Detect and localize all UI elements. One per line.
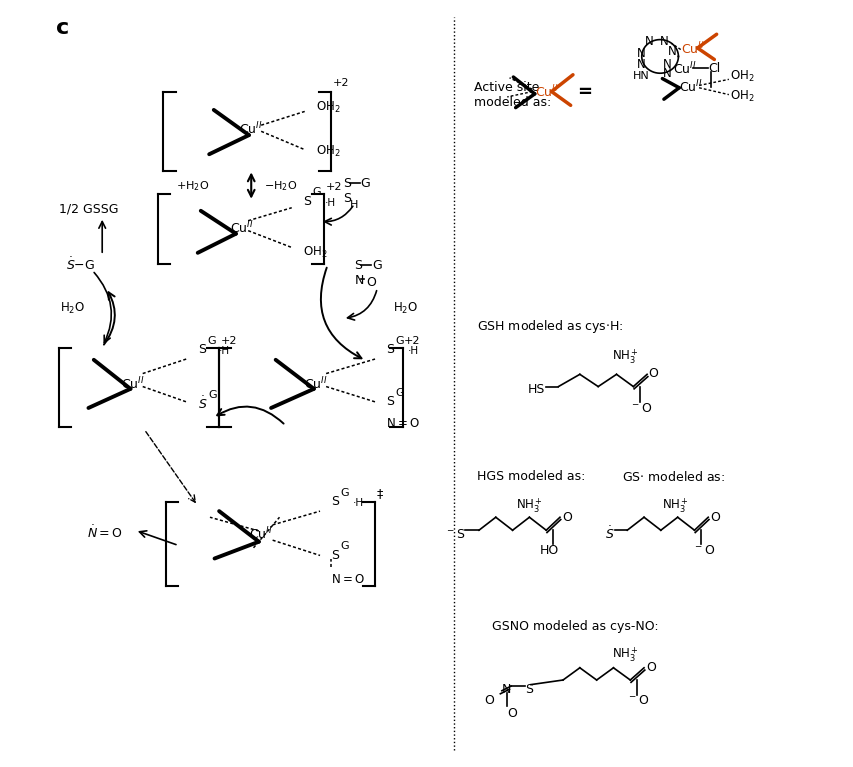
Text: Cl: Cl (707, 62, 720, 75)
Text: G: G (206, 336, 215, 346)
Text: +2: +2 (220, 336, 237, 346)
Text: NH$_3^+$: NH$_3^+$ (516, 496, 543, 515)
Text: ·H: ·H (352, 499, 363, 509)
Text: GSNO modeled as cys-NO:: GSNO modeled as cys-NO: (491, 620, 658, 633)
Text: Cu$^{II}$: Cu$^{II}$ (121, 375, 144, 392)
Text: OH$_2$: OH$_2$ (729, 69, 754, 84)
Text: Cu$^{II}$: Cu$^{II}$ (239, 120, 263, 137)
Text: S: S (331, 549, 339, 562)
Text: S: S (343, 192, 351, 205)
Text: S: S (331, 495, 339, 509)
FancyArrowPatch shape (146, 432, 195, 502)
Text: NH$_3^+$: NH$_3^+$ (662, 496, 688, 515)
Text: NH$_3^+$: NH$_3^+$ (612, 645, 638, 664)
Text: N: N (644, 35, 653, 48)
Text: O: O (365, 276, 375, 289)
Text: $^-$O: $^-$O (626, 694, 649, 707)
Text: N: N (501, 683, 510, 696)
FancyArrowPatch shape (104, 292, 114, 344)
FancyArrowPatch shape (324, 206, 352, 225)
Text: G: G (395, 387, 403, 397)
Text: +2: +2 (403, 336, 420, 346)
Text: GS$\cdot$ modeled as:: GS$\cdot$ modeled as: (621, 469, 724, 484)
Text: H$_2$O: H$_2$O (392, 301, 417, 316)
Text: N$=$O: N$=$O (331, 574, 365, 587)
Text: Cu$^{II}$: Cu$^{II}$ (304, 375, 328, 392)
Text: N: N (662, 58, 670, 71)
Text: G: G (340, 542, 349, 551)
Text: S: S (303, 195, 310, 208)
Text: S: S (386, 344, 394, 357)
Text: $-$H$_2$O: $-$H$_2$O (264, 179, 297, 193)
Text: N: N (354, 274, 363, 287)
Text: H: H (350, 200, 357, 210)
Text: GSH modeled as cys$\cdot$H:: GSH modeled as cys$\cdot$H: (476, 318, 623, 334)
Text: +H$_2$O: +H$_2$O (176, 179, 209, 193)
Text: HGS modeled as:: HGS modeled as: (476, 470, 584, 483)
Text: N: N (659, 35, 668, 48)
Text: ·H: ·H (219, 347, 230, 357)
Text: ‡: ‡ (376, 487, 382, 499)
FancyArrowPatch shape (347, 291, 376, 320)
Text: G: G (360, 176, 370, 189)
Text: Cu$^{II}$: Cu$^{II}$ (678, 79, 702, 95)
FancyArrowPatch shape (94, 272, 111, 343)
Text: G: G (312, 187, 321, 197)
Text: O: O (507, 707, 517, 720)
Text: O: O (646, 661, 655, 674)
Text: N: N (662, 67, 670, 81)
Text: $\dot{S}$: $\dot{S}$ (198, 396, 207, 413)
FancyArrowPatch shape (321, 268, 361, 358)
Text: Cu$^{II}$: Cu$^{II}$ (672, 61, 696, 77)
Text: G: G (340, 488, 349, 498)
Text: Cu$^{II}$: Cu$^{II}$ (230, 220, 253, 237)
Text: $^-$O: $^-$O (630, 402, 652, 415)
Text: $\dot{N}$$=$O: $\dot{N}$$=$O (87, 525, 123, 541)
Text: Cu$^{II}$: Cu$^{II}$ (680, 41, 704, 57)
Text: S: S (386, 395, 394, 408)
Text: $^-$S: $^-$S (444, 528, 465, 541)
Text: OH$_2$: OH$_2$ (303, 245, 328, 259)
Text: ·H: ·H (324, 198, 335, 208)
Text: S: S (525, 683, 532, 696)
Text: O: O (484, 694, 494, 707)
Text: OH$_2$: OH$_2$ (316, 100, 340, 115)
Text: 1/2 GSSG: 1/2 GSSG (59, 202, 118, 216)
Text: $\dot{S}$$-$G: $\dot{S}$$-$G (67, 257, 96, 273)
Text: S: S (343, 176, 351, 189)
Text: $\dot{S}$: $\dot{S}$ (604, 525, 613, 542)
Text: S: S (198, 344, 206, 357)
Text: =: = (577, 83, 591, 100)
Text: O: O (648, 367, 658, 380)
Text: N$=$O: N$=$O (386, 416, 420, 430)
Text: N: N (667, 44, 676, 58)
Text: HO: HO (539, 544, 559, 557)
Text: G: G (208, 390, 217, 400)
Text: +2: +2 (325, 182, 341, 192)
Text: HN: HN (633, 71, 649, 81)
FancyArrowPatch shape (217, 407, 283, 423)
Text: Active site
modeled as:: Active site modeled as: (473, 81, 551, 109)
Text: c: c (56, 18, 70, 38)
Text: OH$_2$: OH$_2$ (729, 89, 754, 104)
Text: Cu$^{II}$: Cu$^{II}$ (534, 84, 558, 100)
Text: G: G (372, 258, 381, 272)
Text: S: S (354, 258, 362, 272)
Text: O: O (561, 511, 572, 524)
Text: Cu$^{II}$: Cu$^{II}$ (249, 525, 273, 542)
Text: O: O (710, 511, 720, 524)
Text: NH$_3^+$: NH$_3^+$ (612, 347, 638, 366)
Text: ·H: ·H (408, 347, 419, 357)
Text: N: N (636, 47, 645, 60)
Text: $^-$O: $^-$O (692, 544, 715, 557)
Text: HS: HS (527, 383, 545, 396)
Text: +2: +2 (333, 77, 349, 87)
Text: N: N (636, 58, 645, 71)
Text: G: G (395, 336, 403, 346)
Text: OH$_2$: OH$_2$ (316, 144, 340, 160)
Text: H$_2$O: H$_2$O (60, 301, 85, 316)
